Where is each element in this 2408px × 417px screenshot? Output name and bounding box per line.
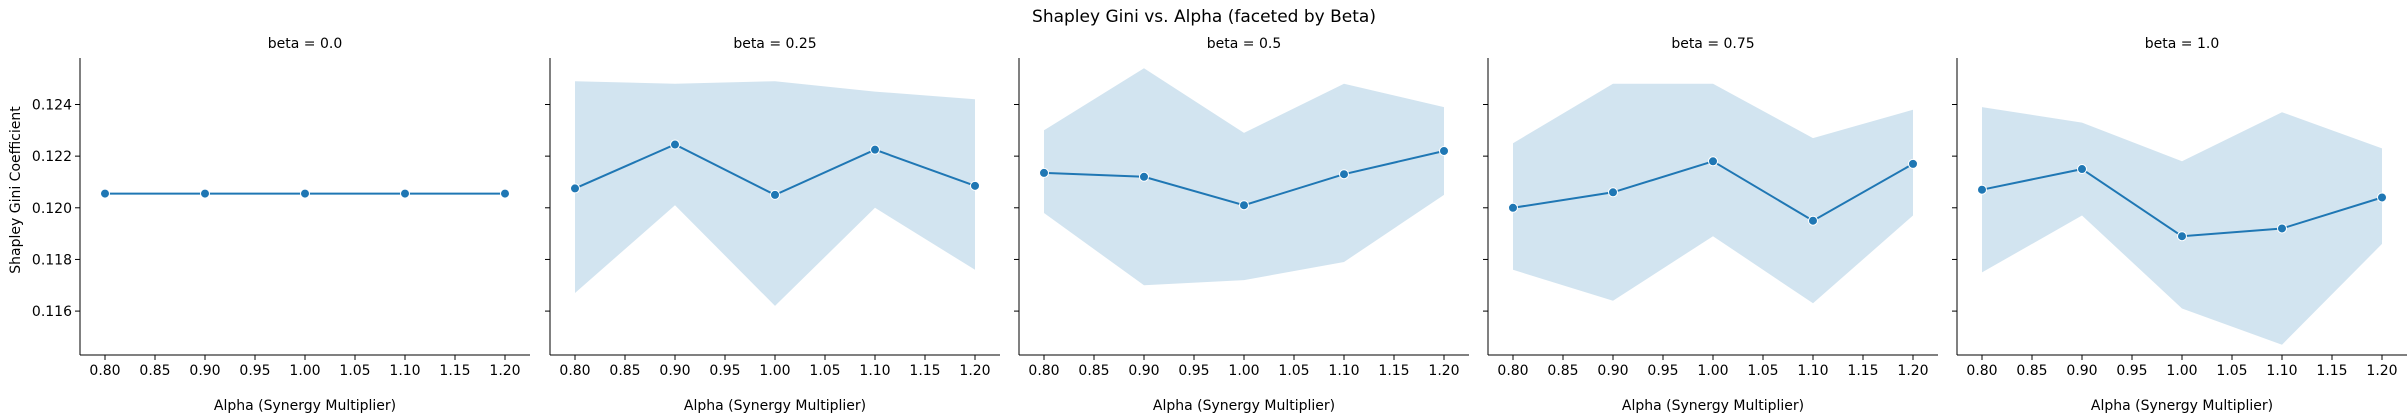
y-tick-label: 0.116	[32, 304, 72, 320]
x-tick-label: 0.90	[2066, 363, 2097, 379]
x-tick-label: 1.00	[2166, 363, 2197, 379]
x-tick-label: 0.95	[1647, 363, 1678, 379]
facet-title: beta = 0.75	[1671, 36, 1754, 52]
x-tick-label: 1.15	[1847, 363, 1878, 379]
data-point	[1508, 202, 1518, 213]
x-tick-label: 1.05	[1278, 363, 1309, 379]
facet-title: beta = 1.0	[2145, 36, 2219, 52]
confidence-band	[1513, 83, 1913, 304]
data-point	[570, 183, 580, 194]
data-point	[1608, 187, 1618, 198]
data-point	[400, 188, 410, 199]
x-tick-label: 1.10	[389, 363, 420, 379]
x-axis-label: Alpha (Synergy Multiplier)	[684, 398, 866, 414]
x-tick-label: 1.00	[1697, 363, 1728, 379]
x-tick-label: 1.20	[489, 363, 520, 379]
x-tick-label: 0.85	[2016, 363, 2047, 379]
data-point	[2277, 223, 2287, 234]
data-point	[1139, 171, 1149, 182]
x-tick-label: 0.85	[1078, 363, 1109, 379]
x-axis-label: Alpha (Synergy Multiplier)	[1153, 398, 1335, 414]
data-point	[670, 139, 680, 150]
x-tick-label: 0.80	[1028, 363, 1059, 379]
x-tick-label: 1.15	[2316, 363, 2347, 379]
x-tick-label: 1.00	[759, 363, 790, 379]
data-point	[100, 188, 110, 199]
x-tick-label: 0.80	[1966, 363, 1997, 379]
data-point	[200, 188, 210, 199]
data-point	[1239, 200, 1249, 211]
confidence-band	[1044, 68, 1444, 286]
data-point	[300, 188, 310, 199]
x-tick-label: 1.20	[2366, 363, 2397, 379]
x-tick-label: 1.00	[1228, 363, 1259, 379]
x-tick-label: 1.15	[909, 363, 940, 379]
confidence-band	[1982, 107, 2382, 345]
x-tick-label: 0.80	[89, 363, 120, 379]
y-tick-label: 0.124	[32, 97, 72, 113]
x-tick-label: 1.20	[1897, 363, 1928, 379]
data-point	[1977, 184, 1987, 195]
x-tick-label: 1.05	[1747, 363, 1778, 379]
x-tick-label: 0.90	[189, 363, 220, 379]
data-point	[1808, 215, 1818, 226]
facet-panel: beta = 0.25 0.80 0.85 0.90 0.95 1.00 1.05 1.10 1…	[545, 36, 1000, 414]
x-tick-label: 0.90	[1128, 363, 1159, 379]
data-point	[1708, 156, 1718, 167]
x-tick-label: 1.05	[809, 363, 840, 379]
facet-panel: beta = 1.0 0.80 0.85 0.90 0.95 1.00 1.05 1.10 1.…	[1952, 36, 2407, 414]
x-tick-label: 0.90	[1597, 363, 1628, 379]
figure-title: Shapley Gini vs. Alpha (faceted by Beta)	[1032, 7, 1376, 27]
y-axis-label: Shapley Gini Coefficient	[8, 106, 24, 274]
x-tick-label: 1.15	[1378, 363, 1409, 379]
facet-title: beta = 0.5	[1207, 36, 1281, 52]
data-point	[770, 189, 780, 200]
x-tick-label: 0.85	[609, 363, 640, 379]
facet-title: beta = 0.0	[268, 36, 342, 52]
data-point	[2377, 192, 2387, 203]
x-tick-label: 1.20	[959, 363, 990, 379]
y-tick-label: 0.118	[32, 252, 72, 268]
x-axis-label: Alpha (Synergy Multiplier)	[214, 398, 396, 414]
data-point	[970, 180, 980, 191]
data-point	[1439, 145, 1449, 156]
facet-panel: beta = 0.5 0.80 0.85 0.90 0.95 1.00 1.05 1.10 1.…	[1014, 36, 1469, 414]
x-axis-label: Alpha (Synergy Multiplier)	[2091, 398, 2273, 414]
data-point	[1039, 167, 1049, 178]
facet-panels: beta = 0.0 0.80 0.85 0.90 0.95 1.00 1.05 1.10 1.…	[32, 36, 2407, 414]
data-point	[2077, 164, 2087, 175]
x-tick-label: 0.80	[559, 363, 590, 379]
x-tick-label: 0.95	[2116, 363, 2147, 379]
x-tick-label: 1.20	[1428, 363, 1459, 379]
x-axis-label: Alpha (Synergy Multiplier)	[1622, 398, 1804, 414]
facet-title: beta = 0.25	[733, 36, 816, 52]
x-tick-label: 1.10	[2266, 363, 2297, 379]
x-tick-label: 1.05	[2216, 363, 2247, 379]
x-tick-label: 1.15	[439, 363, 470, 379]
x-tick-label: 0.90	[659, 363, 690, 379]
x-tick-label: 1.10	[1328, 363, 1359, 379]
x-tick-label: 0.85	[139, 363, 170, 379]
y-tick-label: 0.122	[32, 149, 72, 165]
y-tick-label: 0.120	[32, 201, 72, 217]
data-point	[2177, 231, 2187, 242]
x-tick-label: 1.10	[859, 363, 890, 379]
x-tick-label: 0.80	[1497, 363, 1528, 379]
x-tick-label: 0.95	[709, 363, 740, 379]
x-tick-label: 1.10	[1797, 363, 1828, 379]
data-point	[1908, 158, 1918, 169]
facet-panel: beta = 0.75 0.80 0.85 0.90 0.95 1.00 1.05 1.10 1…	[1483, 36, 1938, 414]
data-point	[870, 144, 880, 155]
x-tick-label: 0.95	[239, 363, 270, 379]
facet-panel: beta = 0.0 0.80 0.85 0.90 0.95 1.00 1.05 1.10 1.…	[32, 36, 530, 414]
x-tick-label: 1.05	[339, 363, 370, 379]
data-point	[1339, 169, 1349, 180]
data-point	[500, 188, 510, 199]
x-tick-label: 1.00	[289, 363, 320, 379]
x-tick-label: 0.85	[1547, 363, 1578, 379]
x-tick-label: 0.95	[1178, 363, 1209, 379]
